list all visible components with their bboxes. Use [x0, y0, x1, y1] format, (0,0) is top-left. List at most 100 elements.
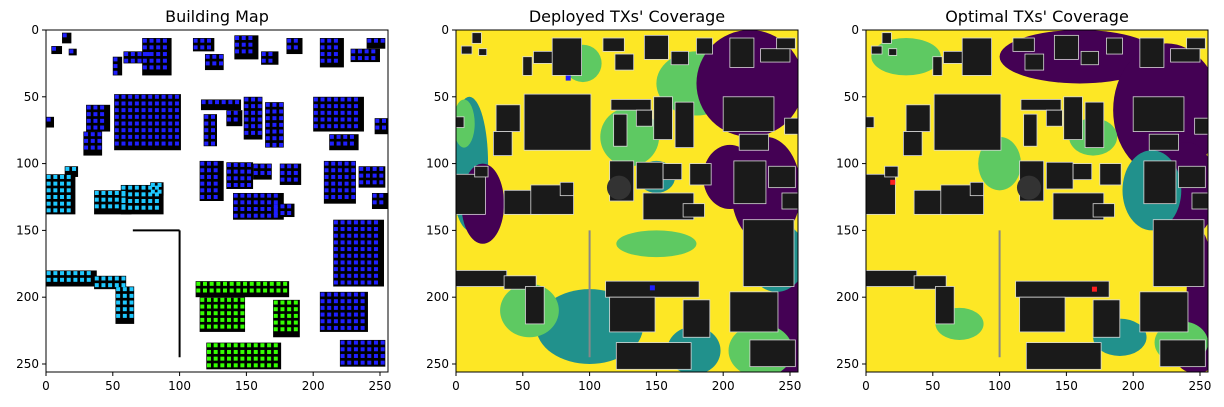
candidate-marker — [66, 188, 71, 193]
x-tick-label: 150 — [1055, 379, 1078, 393]
candidate-marker — [130, 52, 135, 57]
candidate-marker — [280, 170, 285, 175]
candidate-marker — [265, 102, 270, 107]
candidate-marker — [200, 194, 205, 199]
candidate-marker — [154, 192, 159, 197]
candidate-marker — [80, 277, 85, 282]
candidate-marker — [333, 305, 338, 310]
candidate-marker — [249, 288, 254, 293]
candidate-marker — [227, 311, 232, 316]
building — [884, 165, 899, 178]
building — [1092, 203, 1115, 218]
candidate-marker — [340, 220, 345, 225]
building — [1191, 192, 1208, 210]
candidate-marker — [161, 121, 166, 126]
candidate-marker — [360, 305, 365, 310]
candidate-marker — [273, 300, 278, 305]
candidate-marker — [174, 108, 179, 113]
candidate-marker — [260, 343, 265, 348]
candidate-marker — [360, 240, 365, 245]
candidate-marker — [122, 313, 127, 318]
candidate-marker — [209, 281, 214, 286]
candidate-marker — [253, 193, 258, 198]
candidate-marker — [134, 114, 139, 119]
candidate-marker — [134, 108, 139, 113]
candidate-marker — [280, 307, 285, 312]
coverage-region — [871, 38, 941, 76]
building — [1063, 96, 1083, 140]
candidate-marker — [210, 114, 215, 119]
candidate-marker — [247, 176, 252, 181]
candidate-marker — [148, 101, 153, 106]
candidate-marker — [367, 273, 372, 278]
x-tick-label: 250 — [779, 379, 802, 393]
candidate-marker — [220, 311, 225, 316]
candidate-marker — [220, 317, 225, 322]
x-tick-label: 50 — [105, 379, 120, 393]
y-tick-label: 150 — [426, 223, 449, 237]
building — [870, 45, 883, 55]
candidate-marker — [375, 125, 380, 130]
building — [733, 160, 767, 205]
candidate-marker — [150, 189, 155, 194]
candidate-marker — [340, 110, 345, 115]
candidate-marker — [227, 117, 232, 122]
building — [559, 181, 574, 197]
candidate-marker — [122, 307, 127, 312]
building — [523, 93, 592, 151]
building — [722, 96, 775, 132]
candidate-marker — [249, 281, 254, 286]
candidate-marker — [353, 353, 358, 358]
candidate-marker — [134, 205, 139, 210]
candidate-marker — [327, 292, 332, 297]
map-image — [46, 30, 388, 372]
candidate-marker — [333, 247, 338, 252]
candidate-marker — [90, 132, 95, 137]
candidate-marker — [367, 340, 372, 345]
candidate-marker — [343, 141, 348, 146]
candidate-marker — [353, 280, 358, 285]
candidate-marker — [235, 49, 240, 54]
building — [610, 99, 652, 111]
candidate-marker — [168, 141, 173, 146]
candidate-marker — [360, 353, 365, 358]
candidate-marker — [148, 94, 153, 99]
candidate-marker — [280, 320, 285, 325]
candidate-marker — [65, 166, 70, 171]
candidate-marker — [367, 220, 372, 225]
candidate-marker — [360, 292, 365, 297]
candidate-marker — [337, 188, 342, 193]
candidate-marker — [124, 52, 129, 57]
candidate-marker — [129, 293, 134, 298]
candidate-marker — [220, 343, 225, 348]
candidate-marker — [373, 353, 378, 358]
candidate-marker — [347, 227, 352, 232]
candidate-marker — [128, 192, 133, 197]
candidate-marker — [360, 347, 365, 352]
candidate-marker — [253, 356, 258, 361]
candidate-marker — [367, 240, 372, 245]
candidate-marker — [333, 273, 338, 278]
candidate-marker — [272, 122, 277, 127]
candidate-marker — [53, 194, 58, 199]
candidate-marker — [247, 169, 252, 174]
candidate-marker — [293, 177, 298, 182]
candidate-marker — [360, 233, 365, 238]
panel-title: Optimal TXs' Coverage — [945, 7, 1129, 26]
candidate-marker — [351, 161, 356, 166]
candidate-marker — [128, 199, 133, 203]
candidate-marker — [260, 193, 265, 198]
candidate-marker — [351, 194, 356, 199]
candidate-marker — [101, 190, 106, 195]
candidate-marker — [253, 343, 258, 348]
candidate-marker — [154, 114, 159, 119]
candidate-marker — [227, 324, 232, 329]
candidate-marker — [360, 260, 365, 265]
candidate-marker — [233, 317, 238, 322]
candidate-marker — [220, 363, 225, 368]
building — [1194, 117, 1208, 135]
candidate-marker — [233, 200, 238, 205]
candidate-marker — [93, 105, 98, 110]
candidate-marker — [141, 114, 146, 119]
candidate-marker — [53, 181, 58, 186]
